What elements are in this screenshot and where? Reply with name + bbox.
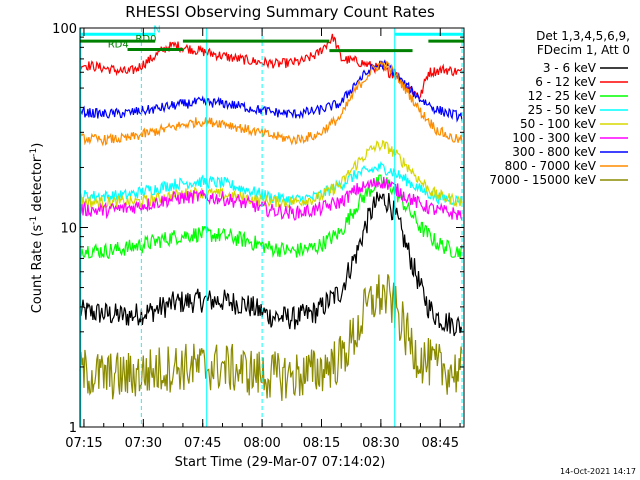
y-axis-title-sup2: -1 [29,148,39,157]
annotation-n: N [153,24,160,35]
series-line-5 [79,176,463,221]
series-line-3 [79,161,463,207]
legend-label-1: 6 - 12 keV [535,75,597,89]
y-axis-title-close: ) [30,143,45,148]
x-axis-title: Start Time (29-Mar-07 07:14:02) [175,455,386,470]
legend-label-2: 12 - 25 keV [528,89,597,103]
legend-label-7: 800 - 7000 keV [505,159,597,173]
x-tick-label-5: 08:30 [362,436,399,451]
legend-header-line-2: FDecim 1, Att 0 [537,43,630,57]
legend-label-0: 3 - 6 keV [543,61,597,75]
series-4 [79,139,463,211]
series-2 [79,174,463,260]
annotation-rd4: RD4 [108,39,129,50]
series-line-4 [79,139,463,211]
series-line-7 [79,60,463,147]
y-tick-label-1: 10 [60,222,77,237]
legend-label-3: 25 - 50 keV [528,103,597,117]
y-axis: 1 10 100 [52,22,464,436]
y-axis-title-sup: -1 [29,216,39,225]
annotation-rd0: RD0 [135,34,156,45]
x-tick-label-0: 07:15 [65,436,102,451]
y-tick-label-0: 1 [69,421,77,436]
x-tick-label-1: 07:30 [125,436,162,451]
series-line-0 [79,191,463,337]
y-axis-title-main: Count Rate (s [30,225,45,314]
y-axis-title-tail: detector [30,156,45,216]
legend-label-8: 7000 - 15000 keV [489,173,596,187]
x-tick-label-4: 08:15 [303,436,340,451]
x-tick-label-6: 08:45 [422,436,459,451]
x-tick-label-3: 08:00 [243,436,280,451]
series-3 [79,161,463,207]
legend-header-line-1: Det 1,3,4,5,6,9, [536,29,630,43]
series-7 [79,60,463,147]
legend-label-5: 100 - 300 keV [512,131,596,145]
series-8 [79,274,463,401]
y-axis-title: Count Rate (s-1 detector-1) [29,143,45,314]
series-0 [79,191,463,337]
chart-title: RHESSI Observing Summary Count Rates [125,3,435,21]
x-tick-label-2: 07:45 [184,436,221,451]
legend-label-4: 50 - 100 keV [520,117,597,131]
generation-timestamp: 14-Oct-2021 14:17 [560,467,636,476]
y-tick-label-2: 100 [52,22,77,37]
series-5 [79,176,463,221]
x-axis: 07:15 07:30 07:45 08:00 08:15 08:30 08:45 [65,28,461,451]
series-line-8 [79,274,463,401]
series-line-2 [79,174,463,260]
legend-label-6: 300 - 800 keV [512,145,596,159]
